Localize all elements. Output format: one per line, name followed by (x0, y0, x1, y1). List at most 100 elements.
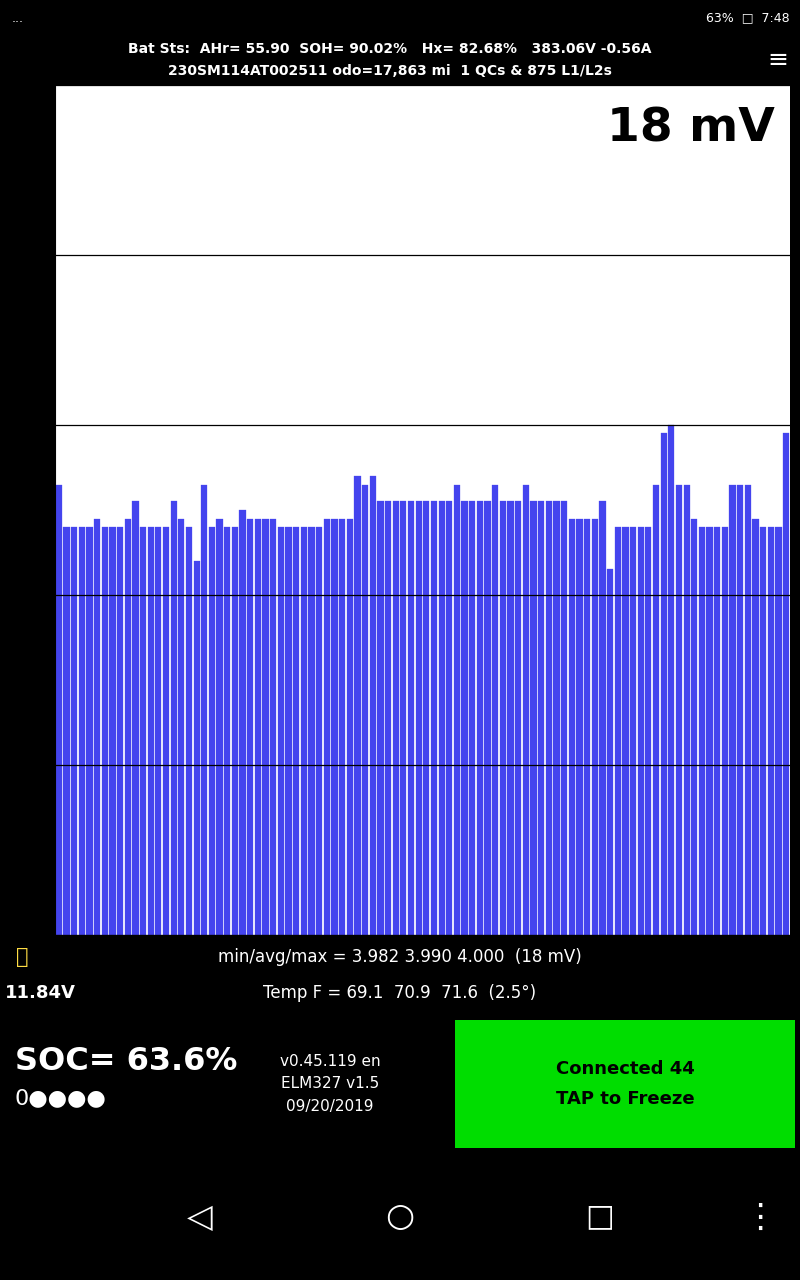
Bar (63, 527, 70, 934)
Bar (722, 527, 728, 934)
Bar (783, 434, 790, 934)
Bar (438, 502, 445, 934)
Text: ...: ... (12, 12, 24, 24)
Bar (714, 527, 721, 934)
Bar (346, 518, 353, 934)
Bar (254, 518, 261, 934)
Bar (217, 518, 222, 934)
Bar (278, 527, 284, 934)
Bar (71, 527, 78, 934)
Bar (737, 485, 743, 934)
Bar (362, 485, 368, 934)
Bar (423, 502, 430, 934)
Bar (201, 485, 207, 934)
Bar (730, 485, 736, 934)
Text: ≡: ≡ (767, 47, 789, 72)
Text: 230SM114AT002511 odo=17,863 mi  1 QCs & 875 L1/L2s: 230SM114AT002511 odo=17,863 mi 1 QCs & 8… (168, 64, 612, 78)
Bar (485, 502, 490, 934)
Bar (599, 502, 606, 934)
Bar (78, 527, 85, 934)
Text: 63%  □  7:48: 63% □ 7:48 (706, 12, 790, 24)
Bar (500, 502, 506, 934)
Bar (699, 527, 705, 934)
Bar (163, 527, 169, 934)
Bar (247, 518, 254, 934)
Bar (56, 485, 62, 934)
Bar (768, 527, 774, 934)
Text: □: □ (586, 1202, 614, 1231)
Bar (378, 502, 383, 934)
Bar (270, 518, 276, 934)
Bar (262, 518, 269, 934)
Text: ⋮: ⋮ (743, 1201, 777, 1234)
Bar (431, 502, 437, 934)
Bar (140, 527, 146, 934)
Bar (110, 527, 115, 934)
Bar (370, 476, 376, 934)
Text: 18 mV: 18 mV (607, 106, 775, 151)
Bar (638, 527, 644, 934)
Text: v0.45.119 en
ELM327 v1.5
09/20/2019: v0.45.119 en ELM327 v1.5 09/20/2019 (280, 1055, 380, 1114)
Text: ○: ○ (386, 1201, 414, 1234)
Bar (576, 518, 582, 934)
Bar (538, 502, 544, 934)
Bar (462, 502, 468, 934)
Bar (286, 527, 292, 934)
Bar (630, 527, 636, 934)
Bar (676, 485, 682, 934)
Bar (331, 518, 338, 934)
Bar (622, 527, 629, 934)
Bar (477, 502, 483, 934)
Text: Temp F = 69.1  70.9  71.6  (2.5°): Temp F = 69.1 70.9 71.6 (2.5°) (263, 984, 537, 1002)
Bar (775, 527, 782, 934)
Text: Bat Sts:  AHr= 55.90  SOH= 90.02%   Hx= 82.68%   383.06V -0.56A: Bat Sts: AHr= 55.90 SOH= 90.02% Hx= 82.6… (128, 42, 652, 56)
Bar (324, 518, 330, 934)
Bar (102, 527, 108, 934)
Text: SOC= 63.6%: SOC= 63.6% (15, 1046, 238, 1076)
Text: 💡: 💡 (16, 947, 28, 966)
Text: ◁: ◁ (187, 1201, 213, 1234)
Bar (653, 485, 659, 934)
Bar (178, 518, 185, 934)
Bar (339, 518, 346, 934)
Bar (186, 527, 192, 934)
Text: 11.84V: 11.84V (5, 984, 75, 1002)
Bar (94, 518, 100, 934)
Bar (569, 518, 575, 934)
Bar (661, 434, 667, 934)
Text: Connected 44
TAP to Freeze: Connected 44 TAP to Freeze (556, 1060, 694, 1107)
Y-axis label: 100 mV Scale   Shunts 8421: 100 mV Scale Shunts 8421 (0, 421, 5, 599)
Bar (147, 527, 154, 934)
Bar (400, 502, 406, 934)
Bar (170, 502, 177, 934)
Bar (301, 527, 307, 934)
Bar (86, 527, 93, 934)
Bar (469, 502, 475, 934)
Bar (507, 502, 514, 934)
Bar (354, 476, 361, 934)
Bar (745, 485, 751, 934)
Bar (293, 527, 299, 934)
Bar (224, 527, 230, 934)
Bar (454, 485, 460, 934)
Bar (561, 502, 567, 934)
Bar (239, 509, 246, 934)
Bar (393, 502, 399, 934)
Bar (691, 518, 698, 934)
Bar (232, 527, 238, 934)
Bar (446, 502, 453, 934)
Bar (530, 502, 537, 934)
Bar (614, 527, 621, 934)
Text: 0●●●●: 0●●●● (15, 1088, 106, 1108)
Bar (415, 502, 422, 934)
Bar (760, 527, 766, 934)
Bar (607, 570, 614, 934)
Bar (546, 502, 552, 934)
Bar (753, 518, 758, 934)
Bar (668, 425, 674, 934)
Bar (155, 527, 162, 934)
Bar (194, 561, 200, 934)
Bar (646, 527, 651, 934)
Bar (385, 502, 391, 934)
Bar (706, 527, 713, 934)
